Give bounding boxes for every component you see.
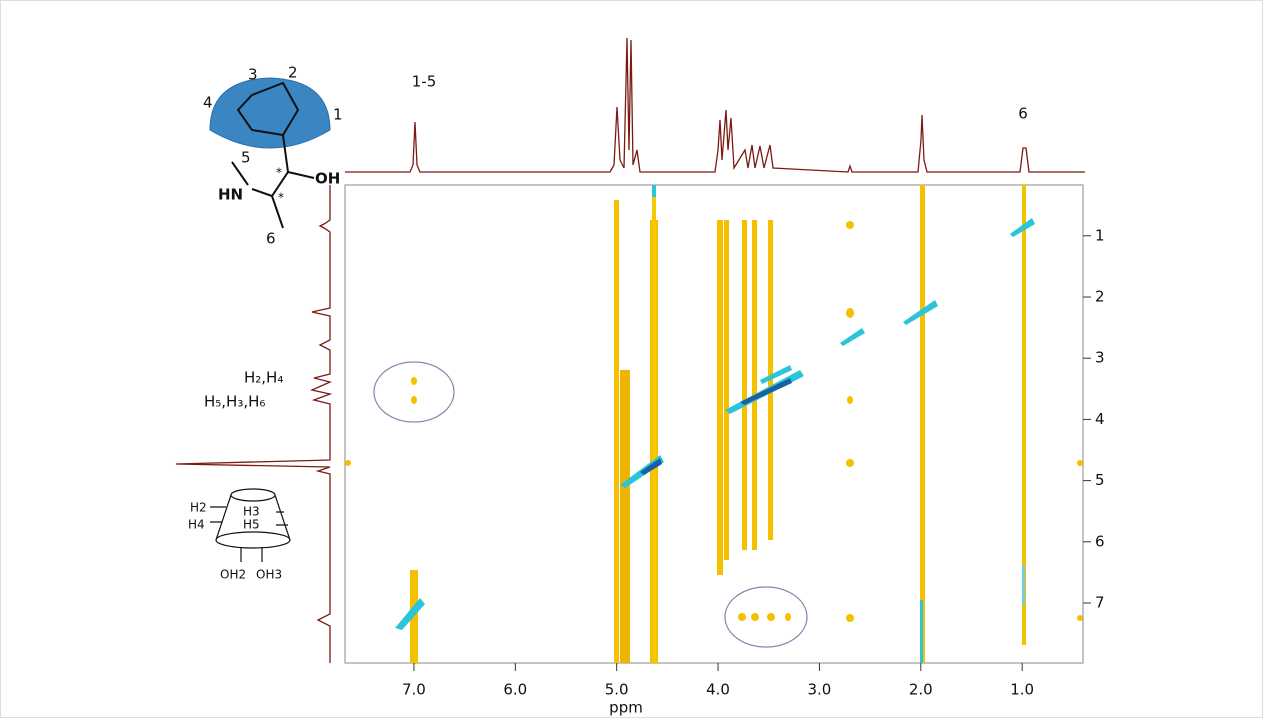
- annotation: H4: [188, 518, 205, 532]
- projection-left: [175, 185, 333, 663]
- x-tick-label: 4.0: [706, 681, 730, 699]
- annotation: 1: [333, 106, 343, 124]
- annotation: 6: [1018, 105, 1028, 123]
- y-tick-label: 2: [1095, 288, 1105, 306]
- projection-top: [345, 37, 1085, 173]
- molecule: [209, 77, 331, 229]
- x-axis-label: ppm: [609, 699, 643, 717]
- annotation: OH3: [256, 568, 282, 582]
- x-tick-label: 7.0: [402, 681, 426, 699]
- annotation: H3: [243, 505, 260, 519]
- annotation: HN: [218, 186, 243, 204]
- annotation: H₅,H₃,H₆: [204, 393, 265, 411]
- annotation: 5: [241, 149, 251, 167]
- x-tick-label: 5.0: [605, 681, 629, 699]
- x-tick-label: 6.0: [503, 681, 527, 699]
- annotation: *: [278, 191, 284, 205]
- x-tick-label: 2.0: [909, 681, 933, 699]
- annotation: *: [276, 166, 282, 180]
- annotation: OH2: [220, 568, 246, 582]
- annotation: 3: [248, 66, 258, 84]
- annotation: 1-5: [412, 73, 437, 91]
- annotation: 4: [203, 94, 213, 112]
- y-tick-label: 7: [1095, 594, 1105, 612]
- annotation: OH: [315, 170, 340, 188]
- annotation: 6: [266, 230, 276, 248]
- annotation: 2: [288, 64, 298, 82]
- cyclodextrin: [210, 488, 291, 562]
- contours: [345, 185, 1083, 663]
- y-tick-label: 4: [1095, 410, 1105, 428]
- x-tick-label: 3.0: [807, 681, 831, 699]
- annotation: H5: [243, 518, 260, 532]
- annotation: H₂,H₄: [244, 369, 283, 387]
- plot-area: [344, 184, 1084, 664]
- y-tick-label: 6: [1095, 532, 1105, 550]
- y-tick-label: 5: [1095, 471, 1105, 489]
- y-tick-label: 3: [1095, 349, 1105, 367]
- y-tick-label: 1: [1095, 226, 1105, 244]
- x-tick-label: 1.0: [1010, 681, 1034, 699]
- annotation: H2: [190, 501, 207, 515]
